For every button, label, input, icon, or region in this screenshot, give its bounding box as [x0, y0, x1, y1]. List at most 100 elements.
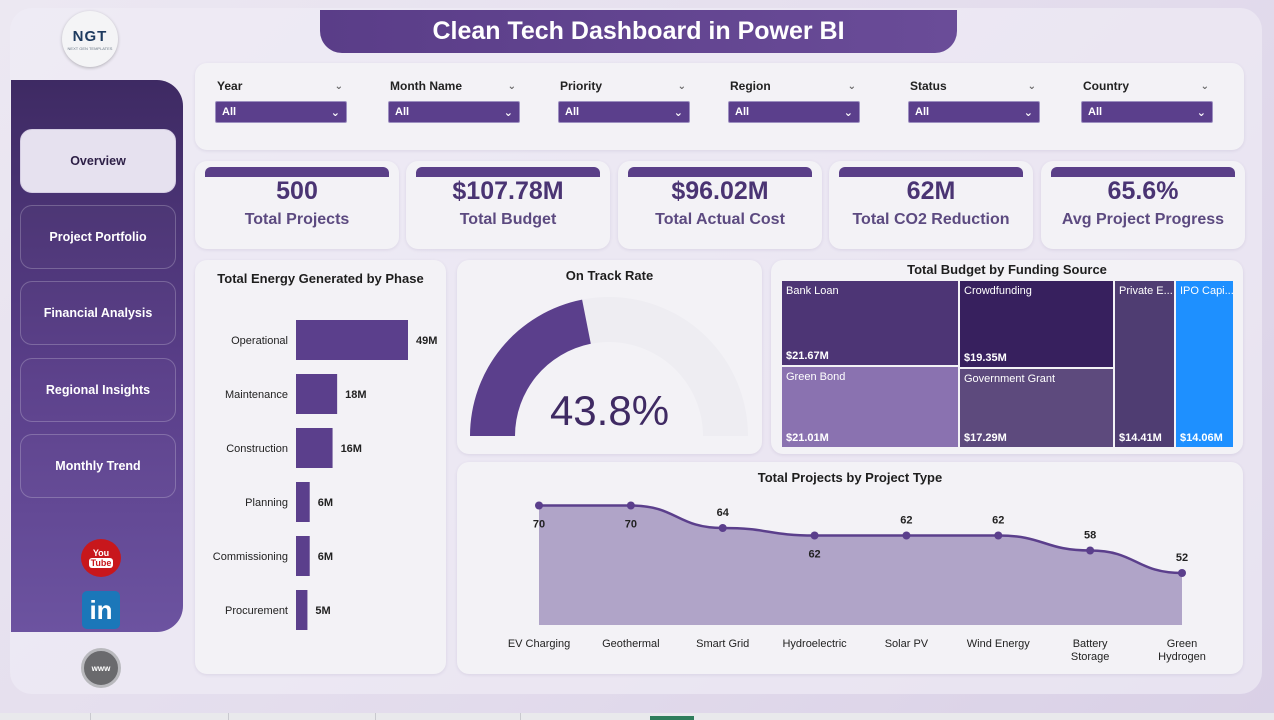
x-axis-tick-label: Wind Energy — [967, 638, 1030, 650]
gauge-value: 43.8% — [549, 387, 670, 434]
nav-financial-analysis-button[interactable]: Financial Analysis — [20, 281, 176, 345]
active-page-tab[interactable] — [650, 716, 694, 720]
filter-year-select[interactable]: All ⌄ — [215, 101, 347, 123]
treemap-cell-value: $21.01M — [786, 432, 829, 444]
youtube-icon-text-bottom: Tube — [88, 557, 114, 568]
area-chart-svg: 70 70 64 62 62 62 58 52 EV Charging Geothermal Sma… — [508, 501, 1206, 663]
bar-planning[interactable] — [296, 482, 310, 522]
nav-monthly-trend-button[interactable]: Monthly Trend — [20, 434, 176, 498]
area-series-line — [539, 504, 1183, 575]
bar-procurement[interactable] — [296, 590, 308, 630]
filter-month-name-label: Month Name — [390, 79, 462, 93]
kpi-card-total-projects: 500 Total Projects — [195, 161, 399, 249]
filter-priority-value: All — [565, 106, 580, 118]
data-point[interactable] — [718, 524, 727, 532]
treemap-cell-label: IPO Capi... — [1180, 285, 1234, 297]
chevron-down-icon[interactable]: ⌄ — [334, 80, 343, 92]
x-axis-tick-label: Geothermal — [602, 638, 659, 650]
x-axis-tick-label: Green — [1167, 638, 1198, 650]
nav-project-portfolio-button[interactable]: Project Portfolio — [20, 205, 176, 269]
treemap-cell-private-e[interactable]: Private E... $14.41M — [1114, 280, 1175, 448]
treemap-cell-government-grant[interactable]: Government Grant $17.29M — [959, 368, 1114, 448]
data-point[interactable] — [1086, 546, 1095, 555]
filter-priority: Priority ⌄ All ⌄ — [558, 77, 690, 123]
treemap-cell-value: $14.06M — [1180, 432, 1223, 444]
chevron-down-icon[interactable]: ⌄ — [677, 80, 686, 92]
bar-data-label: 49M — [416, 335, 437, 347]
treemap-cell-value: $14.41M — [1119, 432, 1162, 444]
data-point[interactable] — [810, 531, 819, 540]
chevron-down-icon: ⌄ — [1023, 106, 1033, 119]
kpi-value: 65.6% — [1107, 177, 1179, 205]
youtube-icon[interactable]: You Tube — [81, 539, 121, 577]
chevron-down-icon: ⌄ — [673, 106, 683, 119]
chevron-down-icon: ⌄ — [330, 106, 340, 119]
energy-by-phase-chart: Total Energy Generated by Phase Operatio… — [195, 260, 446, 674]
chevron-down-icon[interactable]: ⌄ — [1200, 80, 1209, 92]
x-axis-tick-label: EV Charging — [508, 638, 570, 650]
data-label: 62 — [900, 515, 912, 527]
data-label: 70 — [625, 519, 637, 531]
kpi-value: 500 — [276, 177, 318, 205]
data-label: 58 — [1084, 530, 1096, 542]
kpi-value: $96.02M — [671, 177, 769, 205]
treemap-cell-value: $17.29M — [964, 432, 1007, 444]
kpi-card-total-actual-cost: $96.02M Total Actual Cost — [618, 161, 822, 249]
filter-region-select[interactable]: All ⌄ — [728, 101, 860, 123]
chart-title: Total Budget by Funding Source — [907, 262, 1107, 277]
bar-category-label: Planning — [245, 497, 288, 509]
treemap-cell-green-bond[interactable]: Green Bond $21.01M — [781, 366, 959, 448]
filter-priority-select[interactable]: All ⌄ — [558, 101, 690, 123]
nav-regional-insights-button[interactable]: Regional Insights — [20, 358, 176, 422]
filter-year-value: All — [222, 106, 237, 118]
kpi-card-total-co2-reduction: 62M Total CO2 Reduction — [829, 161, 1033, 249]
chevron-down-icon: ⌄ — [843, 106, 853, 119]
data-point[interactable] — [535, 501, 543, 510]
data-point[interactable] — [626, 501, 635, 510]
treemap-cell-label: Green Bond — [786, 371, 846, 383]
treemap-cell-crowdfunding[interactable]: Crowdfunding $19.35M — [959, 280, 1114, 368]
kpi-value: $107.78M — [452, 177, 564, 205]
logo-subtitle: NEXT GEN TEMPLATES — [67, 45, 113, 51]
chevron-down-icon[interactable]: ⌄ — [507, 80, 516, 92]
gauge-fill[interactable] — [470, 299, 591, 436]
nav-overview-button[interactable]: Overview — [20, 129, 176, 193]
ngt-logo: NGT NEXT GEN TEMPLATES — [62, 11, 118, 67]
bar-data-label: 16M — [341, 443, 362, 455]
bar-data-label: 18M — [345, 389, 366, 401]
filter-status-select[interactable]: All ⌄ — [908, 101, 1040, 123]
bar-category-label: Operational — [231, 335, 288, 347]
filter-region-value: All — [735, 106, 750, 118]
bar-construction[interactable] — [296, 428, 333, 468]
data-label: 64 — [717, 507, 730, 519]
chart-title: On Track Rate — [565, 268, 654, 283]
bar-commissioning[interactable] — [296, 536, 310, 576]
data-point[interactable] — [994, 531, 1003, 540]
filter-country-label: Country — [1083, 79, 1129, 93]
treemap-cell-label: Government Grant — [964, 373, 1056, 385]
filter-month-name-select[interactable]: All ⌄ — [388, 101, 520, 123]
area-fill — [539, 505, 1182, 625]
data-label: 52 — [1176, 552, 1188, 564]
chevron-down-icon[interactable]: ⌄ — [847, 80, 856, 92]
treemap-cell-ipo-capi[interactable]: IPO Capi... $14.06M — [1175, 280, 1234, 448]
linkedin-icon[interactable]: in — [82, 591, 120, 629]
on-track-rate-gauge: On Track Rate 43.8% — [457, 260, 762, 454]
page-title: Clean Tech Dashboard in Power BI — [320, 10, 957, 53]
x-axis-tick-label: Hydroelectric — [782, 638, 847, 650]
bar-maintenance[interactable] — [296, 374, 338, 414]
data-point[interactable] — [902, 531, 911, 540]
bar-operational[interactable] — [296, 320, 408, 360]
treemap-cell-bank-loan[interactable]: Bank Loan $21.67M — [781, 280, 959, 366]
data-point[interactable] — [1178, 569, 1186, 577]
chevron-down-icon[interactable]: ⌄ — [1027, 80, 1036, 92]
filter-country-select[interactable]: All ⌄ — [1081, 101, 1213, 123]
bar-category-label: Commissioning — [213, 551, 288, 563]
filter-priority-label: Priority — [560, 79, 603, 93]
filter-year-label: Year — [217, 79, 243, 93]
x-axis-tick-label: Battery — [1073, 638, 1108, 650]
bar-category-label: Construction — [226, 443, 288, 455]
energy-bar-chart-svg: Operational 49M Maintenance 18M Construction… — [213, 320, 437, 630]
treemap-cell-value: $21.67M — [786, 350, 829, 362]
website-globe-icon[interactable]: www — [81, 648, 121, 688]
